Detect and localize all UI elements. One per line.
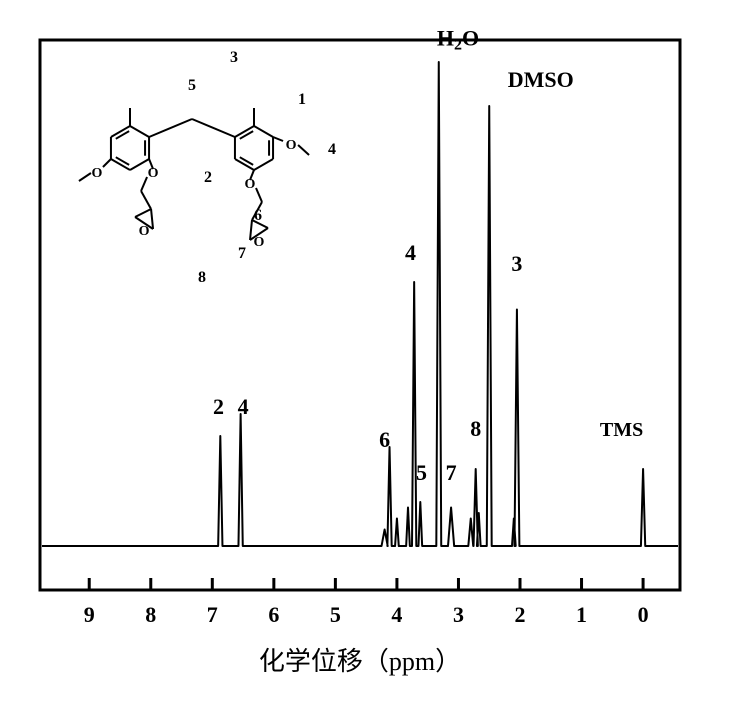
x-axis-label: 化学位移（ppm） bbox=[259, 647, 461, 676]
structure-label: 2 bbox=[204, 169, 212, 186]
structure-label: O bbox=[245, 177, 256, 192]
xtick-label: 6 bbox=[268, 602, 279, 627]
xtick-label: 4 bbox=[391, 602, 402, 627]
peak-annotation: 4 bbox=[405, 240, 416, 265]
structure-label: 1 bbox=[298, 91, 306, 108]
structure-label: O bbox=[139, 224, 150, 239]
peak-annotation: 8 bbox=[470, 416, 481, 441]
peak-annotation: 4 bbox=[238, 394, 249, 419]
structure-label: O bbox=[148, 166, 159, 181]
structure-label: O bbox=[254, 235, 265, 250]
structure-label: O bbox=[286, 138, 297, 153]
xtick-label: 9 bbox=[84, 602, 95, 627]
xtick-label: 5 bbox=[330, 602, 341, 627]
xtick-label: 1 bbox=[576, 602, 587, 627]
peak-annotation: 6 bbox=[379, 427, 390, 452]
xtick-label: 8 bbox=[145, 602, 156, 627]
peak-annotation: 3 bbox=[511, 251, 522, 276]
structure-label: 7 bbox=[238, 245, 246, 262]
nmr-spectrum-figure: 9876543210化学位移（ppm）24645783TMSDMSOH2OOOO… bbox=[0, 0, 729, 712]
figure-background bbox=[0, 0, 729, 712]
peak-annotation: 7 bbox=[446, 460, 457, 485]
xtick-label: 0 bbox=[638, 602, 649, 627]
structure-label: 6 bbox=[254, 207, 262, 224]
structure-label: 3 bbox=[230, 49, 238, 66]
peak-annotation: 5 bbox=[416, 460, 427, 485]
xtick-label: 2 bbox=[515, 602, 526, 627]
peak-annotation: DMSO bbox=[508, 67, 574, 92]
xtick-label: 7 bbox=[207, 602, 218, 627]
structure-label: O bbox=[92, 166, 103, 181]
peak-annotation: 2 bbox=[213, 394, 224, 419]
structure-label: 8 bbox=[198, 269, 206, 286]
structure-label: 4 bbox=[328, 141, 336, 158]
peak-annotation: TMS bbox=[600, 419, 643, 441]
xtick-label: 3 bbox=[453, 602, 464, 627]
structure-label: 5 bbox=[188, 77, 196, 94]
